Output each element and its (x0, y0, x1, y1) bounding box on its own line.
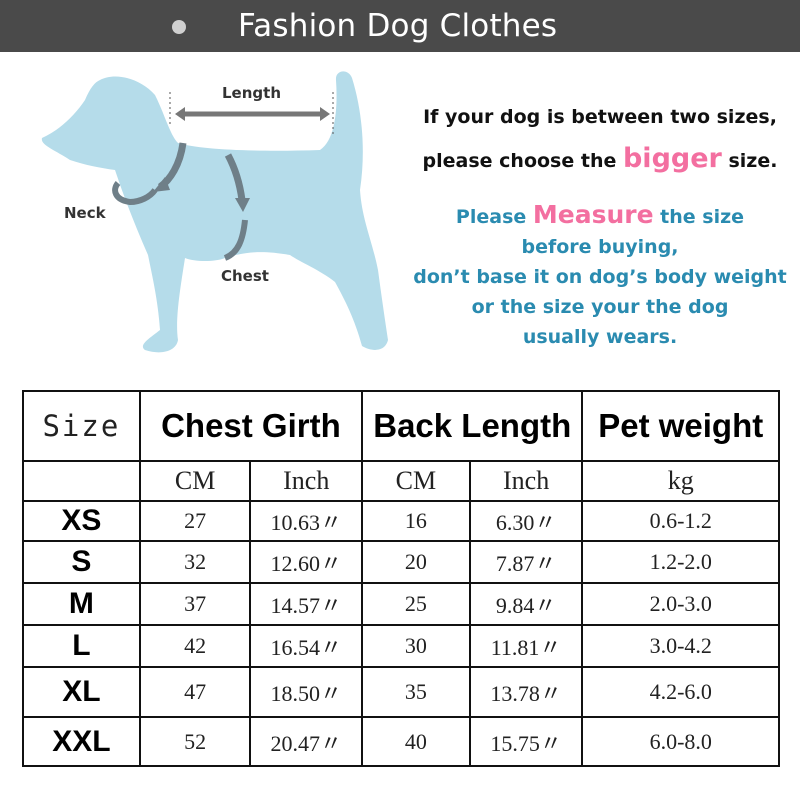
cell-chest-cm: 32 (138, 540, 252, 584)
cell-size: S (22, 540, 141, 584)
unit-back-inch: Inch (468, 460, 584, 502)
cell-weight: 0.6-1.2 (581, 500, 780, 542)
unit-back-cm: CM (361, 460, 471, 502)
cell-back-cm: 20 (361, 540, 471, 584)
chest-ring (223, 219, 248, 261)
cell-back-cm: 40 (361, 716, 471, 767)
header-size: Size (22, 390, 141, 462)
neck-ring (112, 181, 158, 206)
table-row: M 37 14.57〃 25 9.84〃 2.0-3.0 (22, 582, 780, 626)
cell-back-cm: 35 (361, 666, 471, 718)
cell-weight: 2.0-3.0 (581, 582, 780, 626)
page-title: Fashion Dog Clothes (238, 8, 558, 44)
chest-arrow-icon (224, 153, 246, 201)
cell-back-in: 9.84〃 (468, 582, 584, 626)
cell-chest-cm: 47 (138, 666, 252, 718)
measure-line-4: or the size your the dog (471, 296, 729, 318)
length-label: Length (222, 84, 281, 102)
measure-emphasis: Measure (532, 200, 654, 229)
bullet-dot-icon (172, 20, 186, 34)
cell-chest-in: 16.54〃 (249, 624, 364, 668)
table-row: XL 47 18.50〃 35 13.78〃 4.2-6.0 (22, 666, 780, 718)
measure-line-2: before buying, (521, 236, 679, 258)
cell-back-cm: 16 (361, 500, 471, 542)
measure-line-3: don’t base it on dog’s body weight (413, 266, 787, 288)
cell-chest-cm: 52 (138, 716, 252, 767)
cell-back-in: 7.87〃 (468, 540, 584, 584)
cell-chest-in: 12.60〃 (249, 540, 364, 584)
cell-chest-in: 20.47〃 (249, 716, 364, 767)
table-header-row: Size Chest Girth Back Length Pet weight (22, 390, 780, 462)
cell-chest-cm: 42 (138, 624, 252, 668)
cell-chest-in: 14.57〃 (249, 582, 364, 626)
cell-back-in: 6.30〃 (468, 500, 584, 542)
table-row: L 42 16.54〃 30 11.81〃 3.0-4.2 (22, 624, 780, 668)
advice-line-2: please choose the bigger size. (422, 143, 778, 174)
cell-size: M (22, 582, 141, 626)
cell-weight: 3.0-4.2 (581, 624, 780, 668)
cell-size: XL (22, 666, 141, 718)
unit-chest-cm: CM (138, 460, 252, 502)
table-row: XS 27 10.63〃 16 6.30〃 0.6-1.2 (22, 500, 780, 542)
advice-line-1: If your dog is between two sizes, (423, 106, 777, 128)
cell-size: L (22, 624, 141, 668)
cell-back-in: 15.75〃 (468, 716, 584, 767)
dog-silhouette (41, 71, 388, 353)
cell-size: XS (22, 500, 141, 542)
cell-chest-in: 18.50〃 (249, 666, 364, 718)
dog-measurement-diagram (41, 71, 388, 353)
bigger-emphasis: bigger (622, 143, 722, 174)
unit-weight-kg: kg (581, 460, 780, 502)
table-units-row: CM Inch CM Inch kg (22, 460, 780, 502)
cell-weight: 1.2-2.0 (581, 540, 780, 584)
measure-advice: Please Measure the size before buying, d… (400, 200, 800, 352)
cell-weight: 6.0-8.0 (581, 716, 780, 767)
measure-line-5: usually wears. (522, 326, 678, 348)
unit-chest-inch: Inch (249, 460, 364, 502)
header-banner: Fashion Dog Clothes (0, 0, 800, 52)
cell-back-cm: 30 (361, 624, 471, 668)
cell-back-in: 11.81〃 (468, 624, 584, 668)
cell-chest-cm: 37 (138, 582, 252, 626)
measure-line-1: Please Measure the size (455, 200, 745, 229)
size-chart-table: Size Chest Girth Back Length Pet weight … (22, 390, 780, 767)
table-row: S 32 12.60〃 20 7.87〃 1.2-2.0 (22, 540, 780, 584)
cell-back-cm: 25 (361, 582, 471, 626)
neck-label: Neck (64, 204, 106, 222)
cell-chest-in: 10.63〃 (249, 500, 364, 542)
cell-chest-cm: 27 (138, 500, 252, 542)
cell-back-in: 13.78〃 (468, 666, 584, 718)
chest-label: Chest (221, 267, 269, 285)
header-chest-girth: Chest Girth (138, 390, 364, 462)
table-row: XXL 52 20.47〃 40 15.75〃 6.0-8.0 (22, 716, 780, 767)
header-back-length: Back Length (361, 390, 584, 462)
cell-weight: 4.2-6.0 (581, 666, 780, 718)
size-advice: If your dog is between two sizes, please… (400, 96, 800, 182)
header-pet-weight: Pet weight (581, 390, 780, 462)
cell-size: XXL (22, 716, 141, 767)
